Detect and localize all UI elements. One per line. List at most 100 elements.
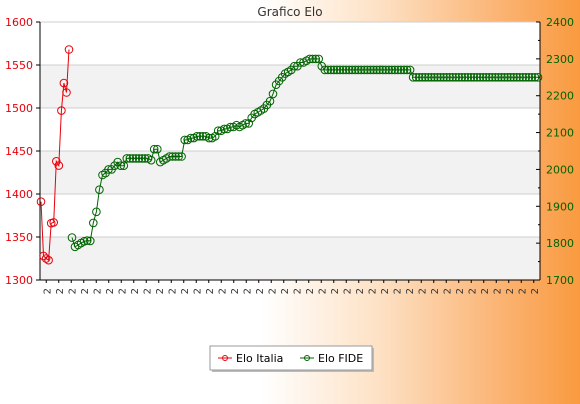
legend-item-elo-fide: Elo FIDE [300,352,363,365]
data-point [92,207,101,217]
plot-band [40,65,540,108]
data-point [378,65,388,75]
right-tick-label: 1800 [546,237,574,250]
data-point [442,73,451,82]
x-tick-label: 2 [530,288,541,294]
data-point [62,88,71,97]
data-point [195,132,205,141]
data-point [149,144,159,154]
x-tick-label: 2 [217,288,228,294]
data-point [86,236,95,246]
x-tick-label: 2 [317,288,328,294]
data-point [122,154,132,163]
plot-band [40,151,540,194]
x-tick-label: 2 [380,288,391,294]
x-tick-label: 2 [205,288,216,294]
series-elo-italia [36,45,74,265]
data-point [533,73,543,82]
data-point [530,73,540,82]
right-tick-label: 1900 [546,200,574,213]
data-point [329,65,339,75]
data-point [366,65,375,75]
data-point [509,73,518,82]
x-tick-label: 2 [117,288,128,294]
data-point [408,73,418,82]
data-point [372,65,381,75]
data-point [54,161,64,170]
legend-label: Elo FIDE [318,352,363,365]
left-tick-label: 1350 [5,231,33,244]
left-tick-label: 1500 [5,102,33,115]
x-tick-label: 2 [180,288,191,294]
x-tick-label: 2 [492,288,503,294]
legend-box [209,345,373,371]
data-point [332,65,342,75]
data-point [131,154,141,163]
data-point [472,73,482,82]
data-point [421,73,430,82]
x-tick-label: 2 [355,288,366,294]
data-point [95,185,104,194]
data-point [198,132,208,141]
data-point [512,73,522,82]
x-tick-label: 2 [192,288,203,294]
data-point [89,218,98,228]
data-point [341,65,351,75]
x-tick-label: 2 [92,288,103,294]
right-tick-label: 2300 [546,53,574,66]
series-elo-fide [67,54,543,252]
data-point [204,133,214,143]
x-tick-label: 2 [442,288,453,294]
data-point [171,152,180,161]
data-point [430,73,439,82]
data-point [527,73,537,82]
data-point [82,236,92,245]
x-tick-label: 2 [480,288,491,294]
data-point [451,73,461,82]
x-tick-label: 2 [255,288,266,294]
data-point [488,73,497,82]
data-point [439,73,448,82]
data-point [326,65,336,75]
data-point [338,65,348,75]
data-point [418,73,427,82]
data-point [381,65,391,75]
data-point [344,65,354,75]
data-point [79,237,89,246]
data-point [347,65,357,75]
data-point [497,73,506,82]
data-point [168,152,177,161]
data-point [518,73,528,82]
x-tick-label: 2 [392,288,403,294]
data-point [375,65,384,75]
data-point [174,152,183,161]
data-point [515,73,525,82]
data-point [500,73,509,82]
data-point [402,65,412,75]
data-point [411,73,421,82]
data-point [445,73,455,82]
data-point [475,73,485,82]
data-point [57,106,66,115]
right-tick-label: 1700 [546,274,574,287]
data-point [399,65,409,75]
legend-label: Elo Italia [236,352,283,365]
data-point [363,65,372,75]
data-point [104,165,113,174]
data-point [308,54,317,64]
x-tick-label: 2 [455,288,466,294]
data-point [494,73,503,82]
data-point [354,65,363,75]
data-point [140,154,150,163]
data-point [485,73,494,82]
data-point [463,73,473,82]
right-tick-label: 2200 [546,90,574,103]
right-tick-label: 2000 [546,163,574,176]
data-point [180,135,189,145]
data-point [265,96,275,106]
data-point [192,132,202,141]
x-tick-label: 2 [305,288,316,294]
plot-band [40,237,540,280]
x-tick-label: 2 [342,288,353,294]
x-tick-label: 2 [167,288,178,294]
